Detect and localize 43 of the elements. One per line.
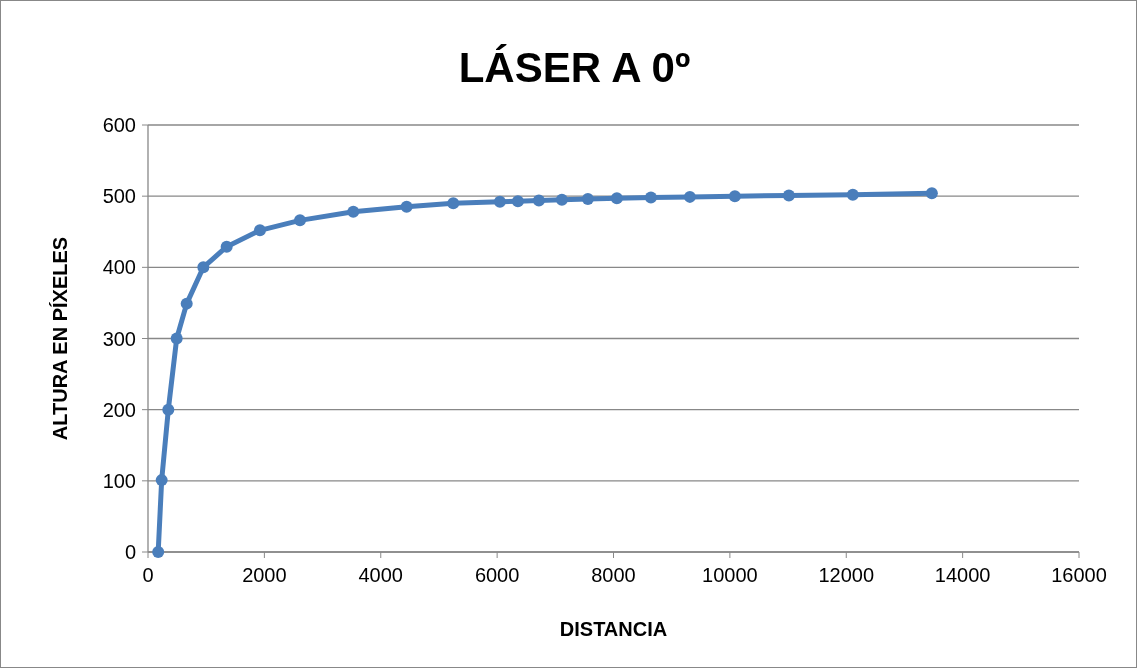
y-tick-label: 100	[102, 469, 136, 492]
point	[400, 200, 413, 213]
x-axis-title: DISTANCIA	[559, 618, 668, 640]
y-tick-label: 300	[102, 327, 136, 350]
point	[683, 190, 696, 203]
y-axis-title: ALTURA EN PÍXELES	[49, 236, 71, 441]
x-tick-label: 4000	[358, 564, 403, 586]
point	[162, 403, 175, 416]
point	[220, 240, 233, 253]
y-tick-label: 500	[102, 185, 136, 208]
point	[197, 261, 210, 274]
point	[347, 205, 360, 218]
point	[581, 193, 594, 206]
point	[293, 214, 306, 227]
x-tick-label: 14000	[934, 564, 991, 586]
x-tick-label: 10000	[702, 564, 758, 586]
point	[180, 297, 193, 310]
point	[610, 192, 623, 205]
point	[728, 190, 741, 203]
point	[447, 197, 460, 210]
x-tick-label: 6000	[474, 564, 520, 586]
point	[253, 224, 266, 237]
x-tick-label: 12000	[818, 564, 875, 586]
point	[155, 474, 168, 487]
point	[152, 546, 165, 558]
point	[532, 194, 545, 207]
point	[644, 191, 657, 204]
point	[493, 195, 506, 208]
y-tick-label: 400	[102, 256, 136, 279]
chart-title: LÁSER A 0º	[458, 44, 691, 91]
point	[170, 332, 183, 345]
point	[846, 188, 859, 201]
x-tick-label: 16000	[1051, 564, 1107, 586]
x-tick-label: 8000	[591, 564, 636, 586]
point	[555, 193, 568, 206]
y-tick-label: 200	[102, 398, 136, 421]
x-tick-label: 0	[142, 564, 154, 586]
point	[511, 195, 524, 208]
x-tick-label: 2000	[242, 564, 287, 586]
y-tick-label: 0	[124, 541, 136, 563]
point	[782, 189, 795, 202]
point	[925, 187, 938, 200]
y-tick-label: 600	[102, 114, 136, 136]
